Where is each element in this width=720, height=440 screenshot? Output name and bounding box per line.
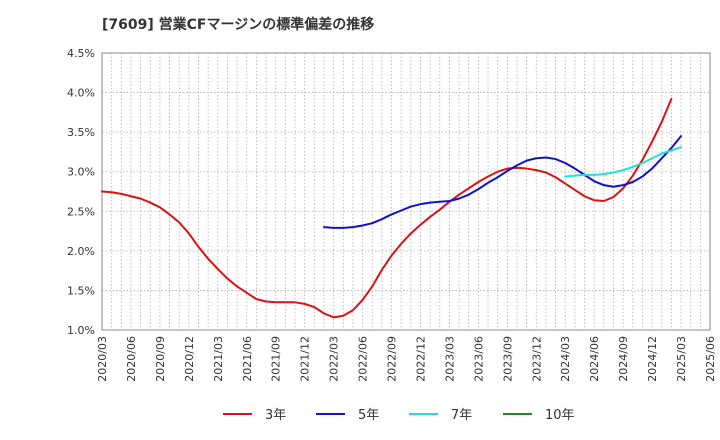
y-axis: 4.5% 4.0% 3.5% 3.0% 2.5% 2.0% 1.5% 1.0%	[67, 47, 95, 337]
x-tick-label: 2023/03	[443, 336, 456, 382]
x-axis: 2020/03 2020/06 2020/09 2020/12 2021/03 2021/…	[96, 336, 717, 382]
x-tick-label: 2020/09	[154, 336, 167, 382]
y-tick-label: 4.0%	[67, 87, 95, 100]
x-tick-label: 2020/06	[125, 336, 138, 382]
y-tick-label: 4.5%	[67, 47, 95, 60]
x-tick-label: 2025/03	[675, 336, 688, 382]
x-tick-label: 2025/06	[704, 336, 717, 382]
legend-label: 7年	[451, 408, 472, 423]
plot-area	[101, 52, 711, 331]
y-tick-label: 3.5%	[67, 126, 95, 139]
x-tick-label: 2022/12	[414, 336, 427, 382]
y-tick-label: 1.5%	[67, 284, 95, 297]
x-tick-label: 2020/12	[183, 336, 196, 382]
x-tick-label: 2024/09	[617, 336, 630, 382]
x-tick-label: 2022/03	[328, 336, 341, 382]
series-line-7年	[564, 146, 683, 178]
x-tick-label: 2021/06	[241, 336, 254, 382]
legend: 3年 5年 7年 10年	[223, 408, 575, 423]
x-tick-label: 2023/06	[472, 336, 485, 382]
y-tick-label: 1.0%	[67, 324, 95, 337]
chart-title: [7609] 営業CFマージンの標準偏差の推移	[102, 16, 374, 33]
x-tick-label: 2020/03	[96, 336, 109, 382]
x-tick-label: 2024/06	[588, 336, 601, 382]
series-line-5年	[322, 135, 683, 229]
y-tick-label: 2.0%	[67, 245, 95, 258]
legend-label: 3年	[265, 408, 286, 423]
series-line-3年	[101, 97, 673, 319]
x-tick-label: 2024/12	[646, 336, 659, 382]
x-tick-label: 2024/03	[559, 336, 572, 382]
series-layer	[101, 97, 683, 319]
legend-label: 5年	[358, 408, 379, 423]
legend-label: 10年	[545, 408, 575, 423]
x-tick-label: 2022/06	[357, 336, 370, 382]
x-tick-label: 2022/09	[386, 336, 399, 382]
x-tick-label: 2021/03	[212, 336, 225, 382]
x-tick-label: 2023/12	[530, 336, 543, 382]
y-tick-label: 2.5%	[67, 205, 95, 218]
x-tick-label: 2021/09	[270, 336, 283, 382]
y-tick-label: 3.0%	[67, 166, 95, 179]
x-tick-label: 2023/09	[501, 336, 514, 382]
x-tick-label: 2021/12	[299, 336, 312, 382]
grid	[102, 53, 710, 330]
